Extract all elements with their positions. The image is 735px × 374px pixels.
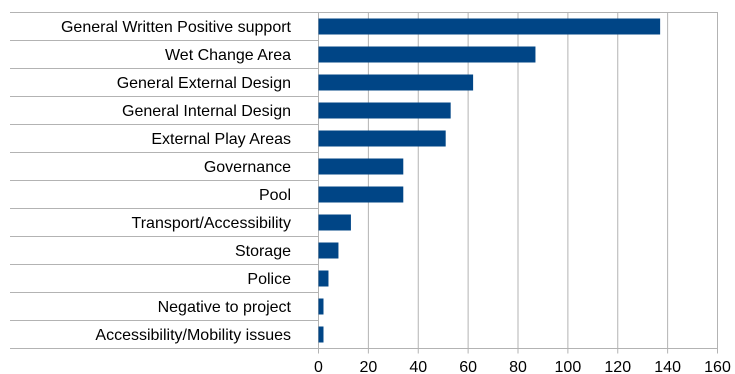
bar xyxy=(318,130,446,147)
x-tick-label: 40 xyxy=(409,359,427,374)
x-tick-label: 120 xyxy=(604,359,631,374)
vertical-gridlines xyxy=(318,12,718,354)
category-label: General Written Positive support xyxy=(61,19,292,36)
category-label: General Internal Design xyxy=(122,103,291,120)
x-tick-label: 60 xyxy=(459,359,477,374)
bar xyxy=(318,74,474,91)
category-label: Wet Change Area xyxy=(165,47,291,64)
bar xyxy=(318,158,404,175)
category-label: Police xyxy=(247,271,291,288)
bar xyxy=(318,214,351,231)
bar xyxy=(318,186,404,203)
category-label: Pool xyxy=(259,187,291,204)
x-tick-label: 160 xyxy=(704,359,731,374)
category-label: Accessibility/Mobility issues xyxy=(95,327,291,344)
category-label: Governance xyxy=(204,159,291,176)
x-tick-label: 140 xyxy=(654,359,681,374)
category-label: External Play Areas xyxy=(151,131,291,148)
category-label: Storage xyxy=(235,243,291,260)
bars xyxy=(318,18,661,343)
bar xyxy=(318,298,324,315)
category-label: General External Design xyxy=(117,75,291,92)
x-axis-tick-labels: 0 20 40 60 80 100 120 140 160 xyxy=(314,359,731,374)
bar xyxy=(318,102,451,119)
category-label: Negative to project xyxy=(158,299,292,316)
category-labels: General Written Positive support Wet Chan… xyxy=(61,19,292,344)
bar xyxy=(318,18,661,35)
x-tick-label: 0 xyxy=(314,359,323,374)
category-label: Transport/Accessibility xyxy=(132,215,291,232)
category-separators xyxy=(10,12,319,349)
x-tick-label: 80 xyxy=(509,359,527,374)
bar xyxy=(318,242,339,259)
bar xyxy=(318,46,536,63)
x-tick-label: 20 xyxy=(359,359,377,374)
x-tick-label: 100 xyxy=(555,359,582,374)
bar xyxy=(318,270,329,287)
bar xyxy=(318,326,324,343)
